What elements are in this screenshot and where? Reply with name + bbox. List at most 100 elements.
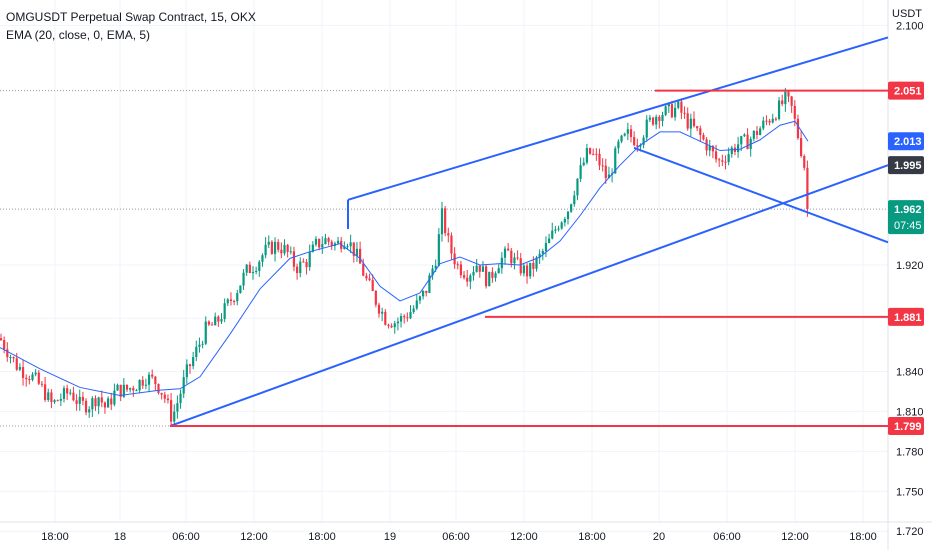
candle-down	[6, 349, 9, 358]
candle-up	[579, 165, 582, 179]
candle-down	[491, 271, 494, 278]
candle-up	[264, 244, 267, 256]
price-tick-label: 1.810	[896, 406, 924, 418]
candle-up	[639, 144, 642, 147]
candle-down	[724, 161, 727, 163]
candle-down	[163, 394, 166, 399]
candle-down	[507, 248, 510, 251]
ema-line	[0, 120, 809, 396]
candle-up	[620, 135, 623, 142]
candle-up	[472, 271, 475, 276]
candle-down	[377, 304, 381, 314]
candle-up	[415, 300, 418, 309]
candle-up	[283, 244, 286, 254]
price-label-box	[888, 307, 924, 326]
candle-down	[210, 324, 214, 326]
candle-up	[107, 398, 110, 408]
candle-down	[3, 340, 6, 350]
candle-up	[560, 222, 563, 229]
candle-down	[229, 299, 233, 302]
candle-down	[793, 105, 796, 119]
candle-up	[261, 255, 264, 262]
candle-down	[110, 398, 113, 405]
candle-down	[702, 135, 705, 140]
candle-up	[91, 398, 94, 410]
candle-down	[50, 392, 53, 403]
candle-down	[629, 129, 633, 138]
candle-down	[280, 249, 283, 254]
trend-line	[169, 164, 889, 427]
candle-up	[503, 248, 507, 258]
price-label-text: 1.881	[894, 312, 922, 324]
ema-indicator-label[interactable]: EMA (20, close, 0, EMA, 5)	[6, 28, 151, 42]
candle-down	[119, 384, 122, 397]
trend-line	[633, 146, 889, 244]
time-tick-label: 12:00	[240, 531, 268, 543]
candle-up	[566, 211, 570, 220]
price-label-text: 2.013	[894, 136, 922, 148]
candle-up	[475, 265, 478, 272]
candle-up	[655, 116, 658, 125]
candle-up	[396, 321, 399, 324]
candle-up	[784, 91, 787, 105]
candle-down	[277, 241, 280, 250]
candle-down	[787, 91, 790, 97]
time-tick-label: 18	[114, 531, 126, 543]
symbol-title[interactable]: OMGUSDT Perpetual Swap Contract, 15, OKX	[6, 10, 256, 24]
candle-down	[75, 400, 78, 404]
candle-up	[258, 261, 261, 271]
candle-down	[371, 280, 374, 292]
candle-down	[37, 372, 40, 384]
candle-down	[450, 235, 453, 254]
candle-up	[381, 311, 384, 314]
candle-up	[311, 244, 314, 252]
candle-up	[737, 144, 740, 152]
candle-up	[648, 117, 651, 120]
candle-down	[765, 120, 768, 122]
candle-down	[302, 261, 305, 263]
candle-up	[661, 114, 664, 122]
candle-down	[365, 275, 368, 279]
candle-up	[538, 253, 541, 258]
candle-down	[374, 291, 377, 305]
time-tick-label: 19	[384, 531, 396, 543]
candle-up	[321, 244, 324, 248]
candle-up	[570, 204, 573, 212]
candle-down	[519, 258, 522, 274]
candle-up	[582, 162, 585, 166]
candle-down	[721, 160, 724, 162]
candle-up	[431, 268, 434, 276]
candle-up	[617, 141, 620, 149]
candle-up	[242, 272, 245, 286]
candle-down	[532, 262, 535, 269]
candle-up	[273, 241, 277, 254]
candle-up	[488, 271, 491, 287]
candle-up	[481, 266, 485, 272]
candle-up	[585, 148, 588, 163]
candle-up	[418, 296, 422, 301]
price-unit-label: USDT	[892, 8, 922, 20]
candle-up	[182, 377, 185, 394]
candle-up	[689, 118, 692, 129]
candle-down	[510, 250, 513, 264]
candle-up	[762, 120, 765, 129]
price-tick-label: 1.840	[896, 366, 924, 378]
candle-up	[674, 107, 677, 118]
candle-up	[743, 134, 746, 137]
candle-up	[18, 367, 21, 370]
candle-up	[204, 321, 207, 344]
candle-down	[692, 118, 696, 127]
candle-up	[9, 357, 12, 359]
candle-up	[324, 238, 327, 245]
candle-up	[607, 174, 611, 179]
candle-up	[59, 398, 62, 401]
candle-up	[576, 178, 579, 196]
price-tick-label: 1.780	[896, 446, 924, 458]
candle-down	[686, 113, 689, 129]
candle-up	[176, 403, 179, 412]
candle-up	[399, 316, 403, 322]
candle-up	[614, 148, 617, 174]
candle-up	[135, 390, 138, 392]
